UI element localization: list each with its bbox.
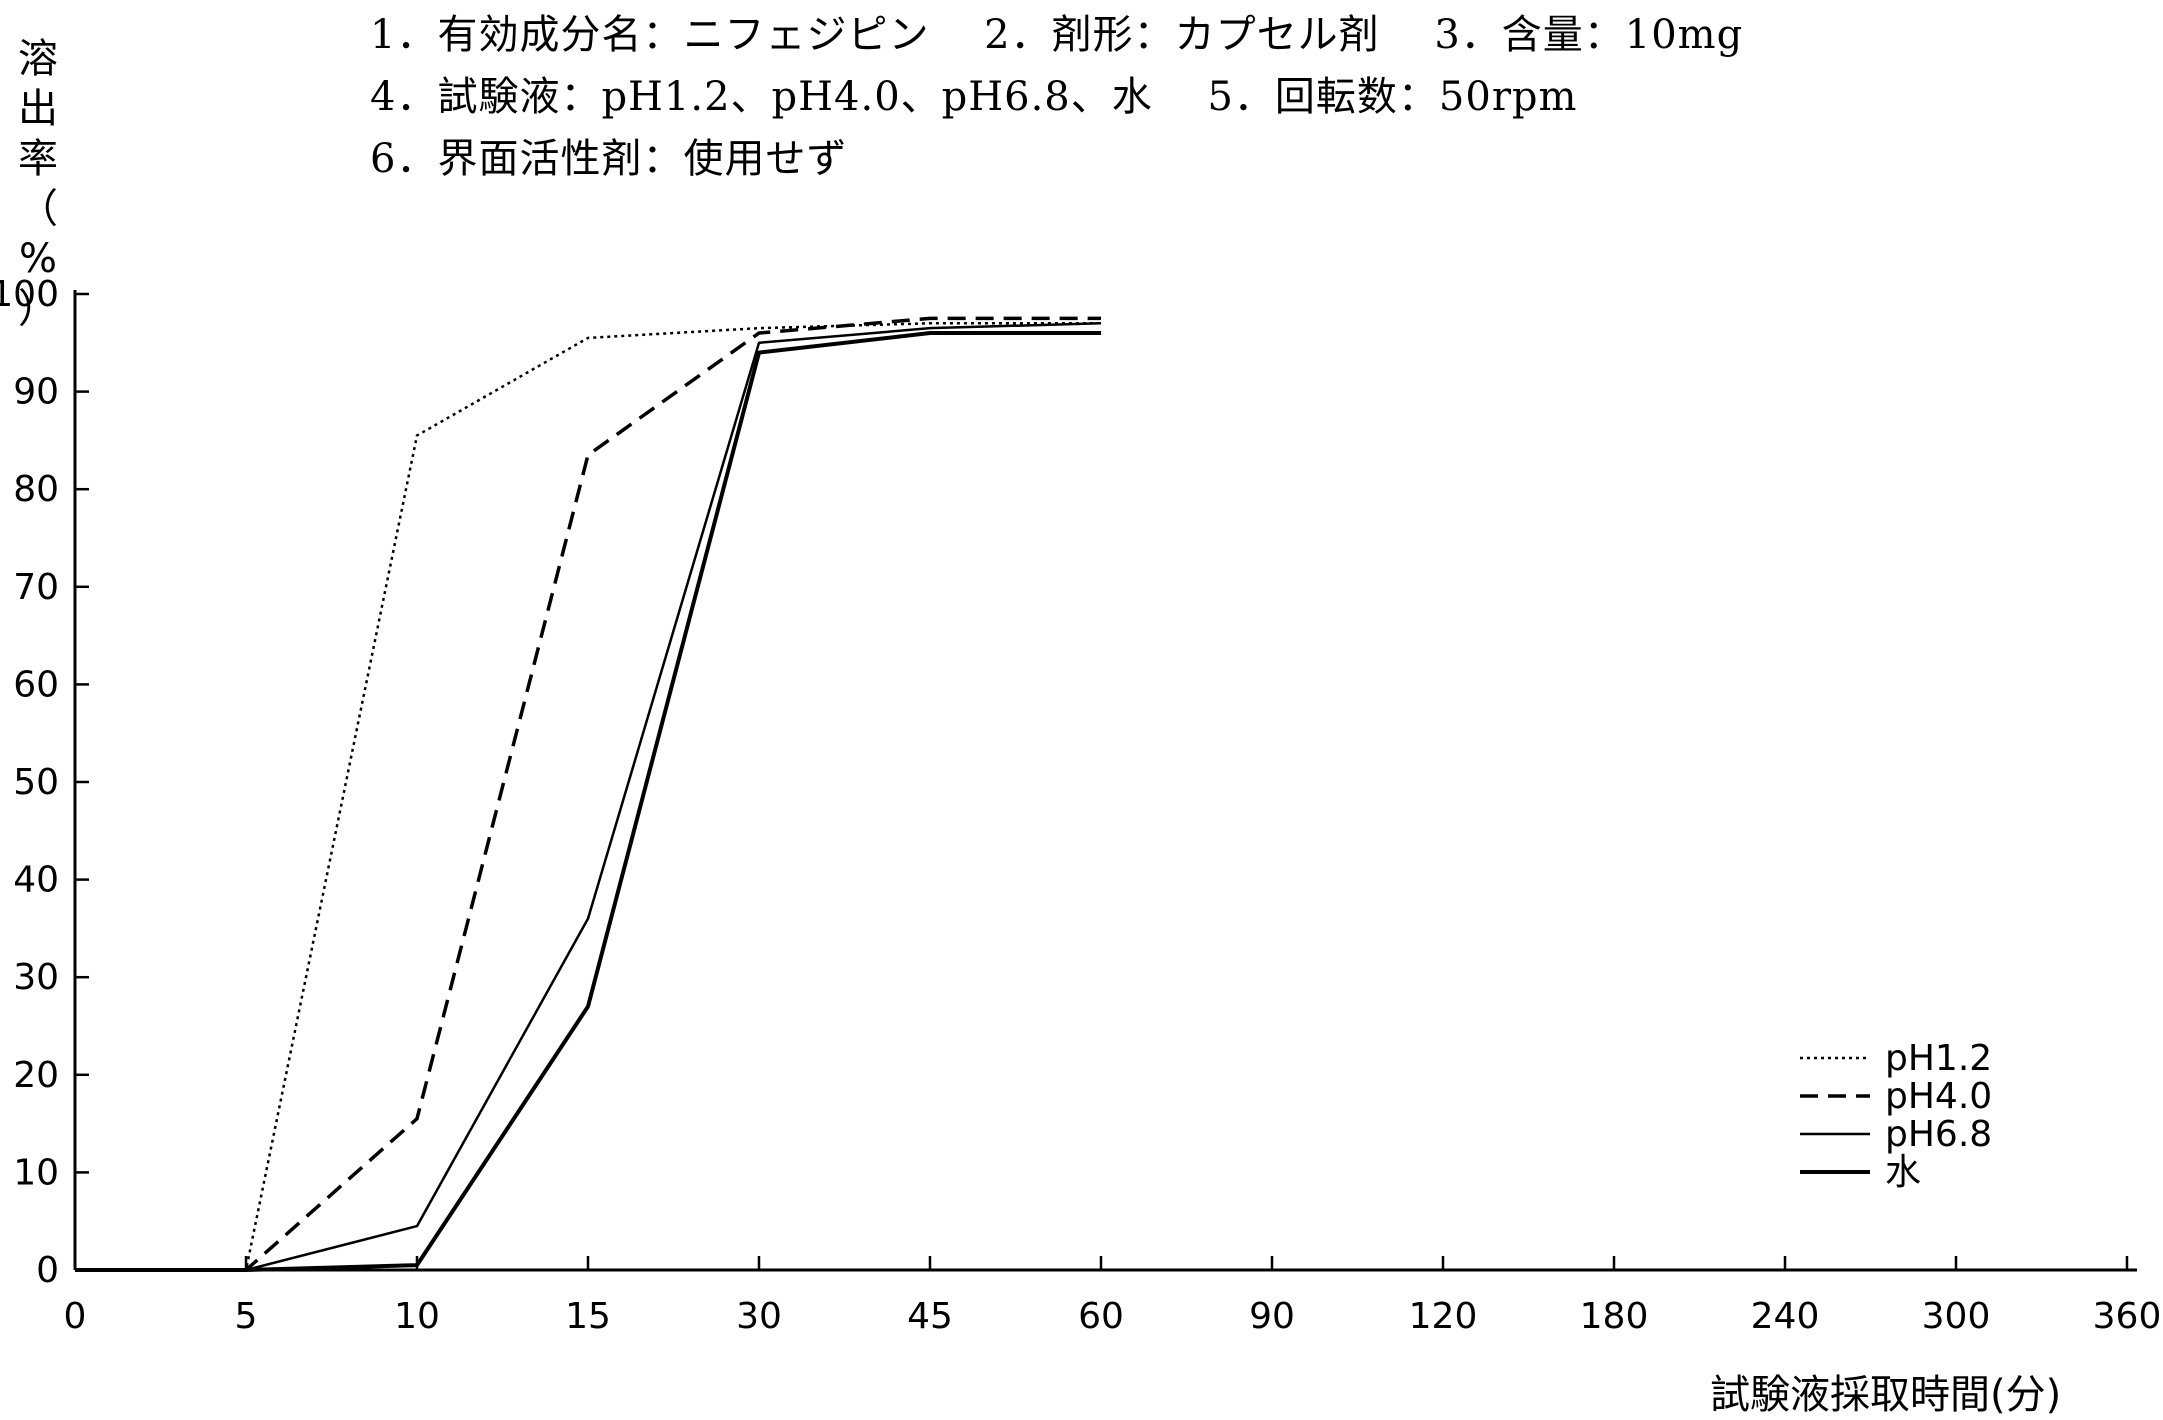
x-axis-label: 試験液採取時間(分) — [1710, 1372, 2062, 1418]
y-tick-label: 80 — [13, 469, 59, 510]
series-line-1 — [75, 322, 1101, 1272]
series-group — [75, 316, 1102, 1272]
y-tick-label: 40 — [13, 860, 59, 901]
legend-label-3: pH6.8 — [1885, 1114, 1992, 1155]
series-line-2 — [75, 316, 1101, 1272]
x-tick-label: 180 — [1580, 1296, 1649, 1337]
x-tick-label: 60 — [1078, 1296, 1124, 1337]
x-tick-label: 15 — [565, 1296, 611, 1337]
condition-line-1: 1．有効成分名：ニフェジピン 2．剤形：カプセル剤 3．含量：10mg — [370, 12, 1744, 58]
x-tick-label: 45 — [907, 1296, 953, 1337]
legend-label-1: pH1.2 — [1885, 1038, 1992, 1079]
y-tick-label: 90 — [13, 372, 59, 413]
y-tick-label: 30 — [13, 957, 59, 998]
y-tick-label: 20 — [13, 1055, 59, 1096]
x-tick-label: 30 — [736, 1296, 782, 1337]
y-axis-label-char: ） — [18, 286, 58, 332]
y-tick-label: 60 — [13, 664, 59, 705]
x-tick-label: 90 — [1249, 1296, 1295, 1337]
y-axis-label: 溶 出 率 （ % ） — [8, 34, 68, 334]
y-axis-label-char: （ — [18, 186, 58, 232]
y-tick-label: 0 — [36, 1250, 59, 1291]
condition-line-2: 4．試験液：pH1.2、pH4.0、pH6.8、水 5．回転数：50rpm — [370, 74, 1578, 120]
y-tick-label: 10 — [13, 1152, 59, 1193]
y-tick-label: 100 — [0, 274, 59, 315]
y-axis-label-char: 溶 — [18, 36, 58, 82]
condition-line-3: 6．界面活性剤：使用せず — [370, 136, 848, 182]
y-axis-label-char: 率 — [18, 136, 58, 182]
axes: 0 10 20 30 40 50 60 70 80 90 100 0 5 10 15 30 45 60 90 120 1… — [0, 274, 2161, 1337]
series-line-3 — [75, 322, 1102, 1272]
x-tick-label: 300 — [1922, 1296, 1991, 1337]
x-tick-label: 5 — [235, 1296, 258, 1337]
series-line-4 — [75, 331, 1101, 1272]
y-axis-label-char: % — [18, 236, 57, 282]
x-tick-label: 120 — [1409, 1296, 1478, 1337]
test-conditions: 1．有効成分名：ニフェジピン 2．剤形：カプセル剤 3．含量：10mg 4．試験… — [370, 4, 1743, 190]
x-tick-label: 240 — [1751, 1296, 1820, 1337]
x-tick-label: 10 — [394, 1296, 440, 1337]
legend-label-4: 水 — [1885, 1152, 1921, 1193]
legend-label-2: pH4.0 — [1885, 1076, 1992, 1117]
y-tick-label: 70 — [13, 567, 59, 608]
x-tick-label: 0 — [64, 1296, 87, 1337]
y-tick-label: 50 — [13, 762, 59, 803]
x-tick-label: 360 — [2093, 1296, 2162, 1337]
y-axis-label-char: 出 — [18, 86, 58, 132]
